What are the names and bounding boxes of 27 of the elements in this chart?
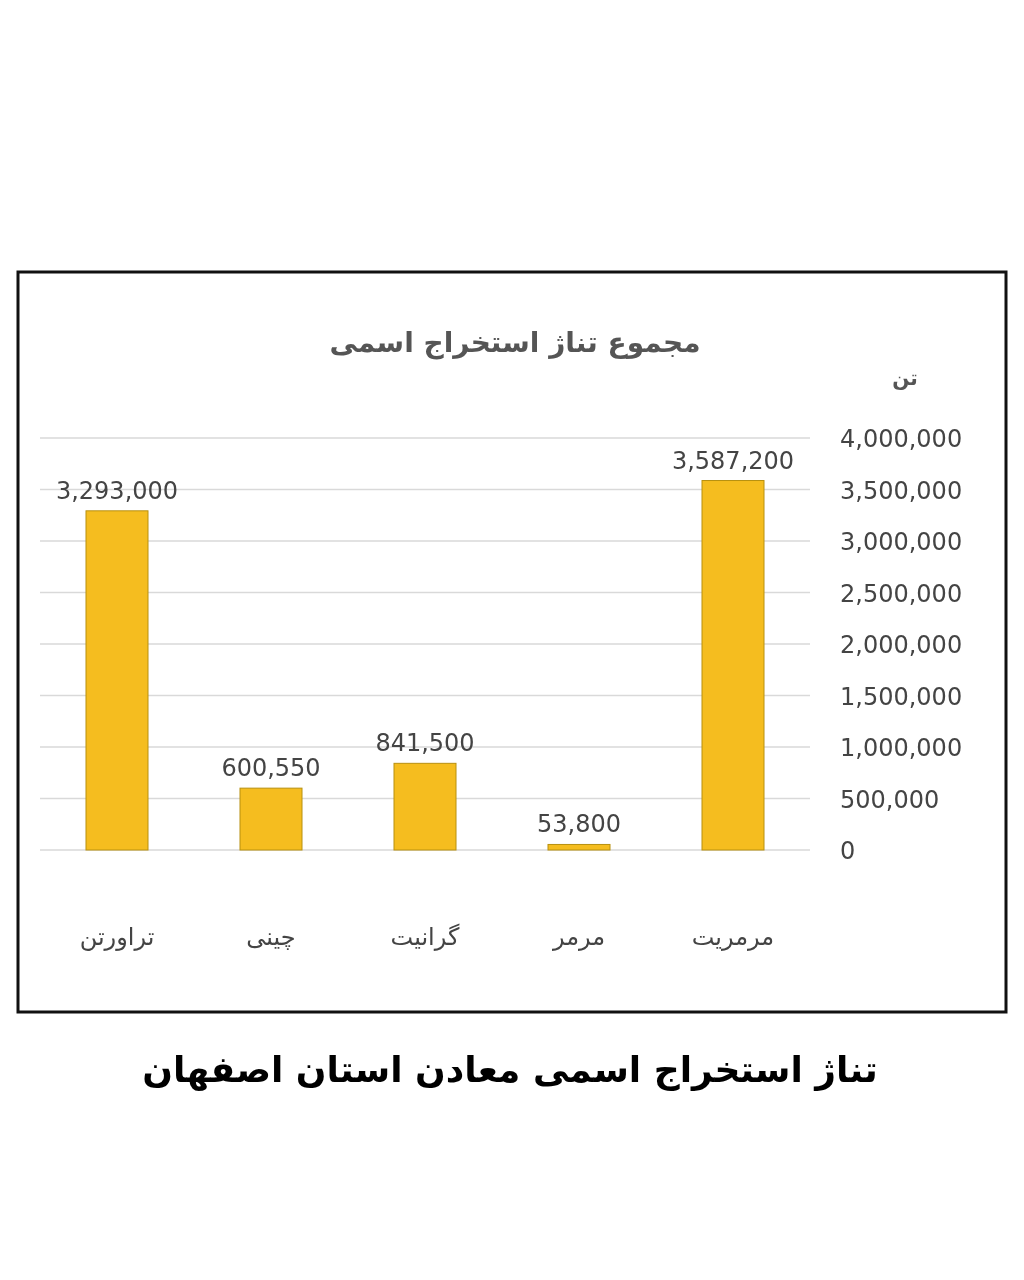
data-label: 841,500 [375,729,475,758]
bar [393,762,457,851]
y-tick-label: 500,000 [840,785,940,814]
y-tick-label: 2,000,000 [840,631,963,659]
chart-title: مجموع تناژ استخراج اسمی [329,326,701,360]
bar [85,510,149,851]
x-tick-label: چینی [246,923,296,951]
y-tick-label: 1,000,000 [840,734,963,762]
y-tick-label: 2,500,000 [840,579,963,608]
bar [239,787,303,851]
y-tick-label: 3,500,000 [840,476,963,505]
y-tick-label: 1,500,000 [840,682,963,711]
bar [701,480,765,851]
y-tick-label: 4,000,000 [840,425,963,453]
y-axis-title: تن [892,366,918,390]
y-tick-label: 3,000,000 [840,528,963,556]
text: تناژ استخراج اسمی معادن استان اصفهان [142,1049,878,1091]
data-label: 3,587,200 [671,446,795,475]
y-tick-label: 0 [840,837,856,865]
data-label: 600,550 [221,754,321,783]
x-tick-label: مرمریت [691,923,775,951]
data-label: 53,800 [537,810,621,839]
x-tick-label: گرانیت [390,923,460,951]
bar [547,843,611,851]
data-label: 3,293,000 [55,476,179,505]
x-tick-label: مرمر [551,923,606,951]
x-tick-label: تراورتن [79,923,155,951]
